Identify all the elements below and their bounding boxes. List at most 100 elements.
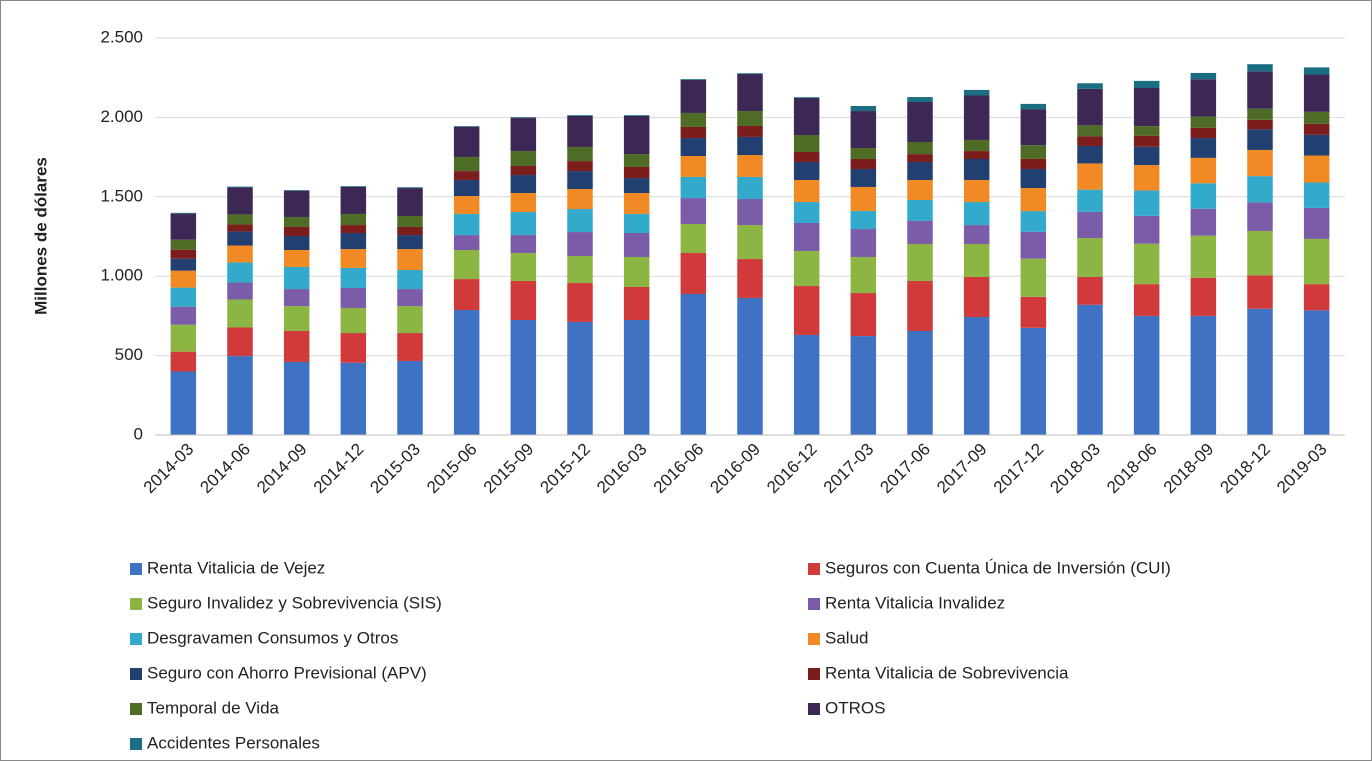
legend-swatch bbox=[130, 668, 142, 680]
bar-segment bbox=[793, 98, 820, 136]
bar-segment bbox=[283, 190, 310, 191]
bar-segment bbox=[170, 270, 197, 288]
legend-swatch bbox=[130, 633, 142, 645]
bar-segment bbox=[1077, 211, 1103, 239]
bar-segment bbox=[737, 259, 763, 298]
bar-segment bbox=[1133, 126, 1160, 136]
legend-label: Seguro Invalidez y Sobrevivencia (SIS) bbox=[147, 593, 442, 612]
bar-segment bbox=[510, 280, 537, 321]
bar-segment bbox=[1190, 157, 1217, 184]
bar-segment bbox=[737, 74, 763, 112]
bar-segment bbox=[1077, 125, 1103, 137]
y-axis-title: Millones de dólares bbox=[31, 157, 50, 315]
legend-label: Renta Vitalicia de Vejez bbox=[147, 558, 325, 577]
bar-segment bbox=[340, 249, 367, 268]
bar-segment bbox=[623, 192, 650, 214]
bar-segment bbox=[850, 336, 877, 435]
bar-segment bbox=[227, 282, 253, 300]
bar-segment bbox=[1077, 276, 1103, 305]
bar-segment bbox=[680, 293, 707, 435]
bar-segment bbox=[793, 162, 820, 180]
bar-segment bbox=[1020, 109, 1047, 146]
y-tick-label: 1.000 bbox=[100, 266, 143, 285]
bar-segment bbox=[623, 213, 650, 234]
bar-segment bbox=[1077, 163, 1103, 190]
bar-segment bbox=[1303, 284, 1330, 311]
bar-segment bbox=[170, 239, 197, 250]
bar-segment bbox=[737, 136, 763, 156]
bar-segment bbox=[1247, 119, 1273, 130]
bar-segment bbox=[227, 186, 253, 188]
bar-segment bbox=[453, 171, 480, 180]
bar-segment bbox=[1303, 111, 1330, 124]
bar-segment bbox=[1020, 188, 1047, 212]
legend-label: OTROS bbox=[825, 698, 885, 717]
bar-segment bbox=[453, 179, 480, 197]
bar-segment bbox=[1020, 211, 1047, 232]
bar-segment bbox=[227, 231, 253, 246]
bar-segment bbox=[283, 306, 310, 331]
bar-segment bbox=[567, 283, 593, 322]
bar-segment bbox=[737, 297, 763, 435]
bar-segment bbox=[1190, 79, 1217, 117]
bar-segment bbox=[793, 97, 820, 99]
bar-segment bbox=[1247, 275, 1273, 309]
bar-segment bbox=[283, 289, 310, 307]
bar-segment bbox=[850, 256, 877, 294]
bar-segment bbox=[737, 225, 763, 260]
legend-label: Renta Vitalicia de Sobrevivencia bbox=[825, 663, 1069, 682]
bar-segment bbox=[1303, 207, 1330, 239]
bar-segment bbox=[510, 253, 537, 281]
bar-segment bbox=[850, 293, 877, 337]
bar-segment bbox=[510, 212, 537, 236]
bar-segment bbox=[1190, 116, 1217, 128]
legend-swatch bbox=[808, 598, 820, 610]
bar-segment bbox=[283, 266, 310, 290]
bar-segment bbox=[340, 213, 367, 226]
bar-segment bbox=[850, 210, 877, 230]
bar-segment bbox=[340, 333, 367, 363]
bar-segment bbox=[680, 198, 707, 224]
bar-segment bbox=[963, 225, 990, 244]
y-tick-label: 0 bbox=[134, 424, 143, 443]
bar-segment bbox=[963, 179, 990, 203]
bar-segment bbox=[1020, 169, 1047, 189]
bar-segment bbox=[963, 151, 990, 160]
bar-segment bbox=[170, 324, 197, 352]
bar-segment bbox=[907, 97, 933, 102]
bar-segment bbox=[680, 176, 707, 199]
bar-segment bbox=[397, 270, 423, 290]
bar-segment bbox=[623, 154, 650, 167]
bar-segment bbox=[1133, 88, 1160, 127]
bar-segment bbox=[340, 233, 367, 250]
bar-segment bbox=[850, 186, 877, 211]
bar-segment bbox=[1247, 176, 1273, 203]
bar-segment bbox=[283, 216, 310, 227]
bar-segment bbox=[453, 126, 480, 127]
bar-segment bbox=[1190, 235, 1217, 278]
bar-segment bbox=[907, 154, 933, 163]
bar-segment bbox=[510, 117, 537, 119]
bar-segment bbox=[623, 178, 650, 193]
bar-segment bbox=[1303, 134, 1330, 156]
bar-segment bbox=[737, 176, 763, 200]
legend-label: Seguro con Ahorro Previsional (APV) bbox=[147, 663, 427, 682]
bar-segment bbox=[510, 192, 537, 213]
bar-segment bbox=[340, 287, 367, 308]
bar-segment bbox=[1077, 145, 1103, 164]
bar-segment bbox=[793, 286, 820, 335]
bar-segment bbox=[907, 142, 933, 155]
bar-segment bbox=[1190, 72, 1217, 80]
bar-segment bbox=[567, 161, 593, 172]
bar-segment bbox=[453, 249, 480, 280]
legend-label: Renta Vitalicia Invalidez bbox=[825, 593, 1005, 612]
bar-segment bbox=[1190, 138, 1217, 158]
legend-swatch bbox=[130, 598, 142, 610]
bar-segment bbox=[397, 249, 423, 271]
y-tick-label: 500 bbox=[115, 345, 143, 364]
bar-segment bbox=[397, 226, 423, 236]
bar-segment bbox=[340, 362, 367, 435]
bar-segment bbox=[397, 289, 423, 307]
bar-segment bbox=[623, 166, 650, 179]
bar-segment bbox=[567, 171, 593, 190]
